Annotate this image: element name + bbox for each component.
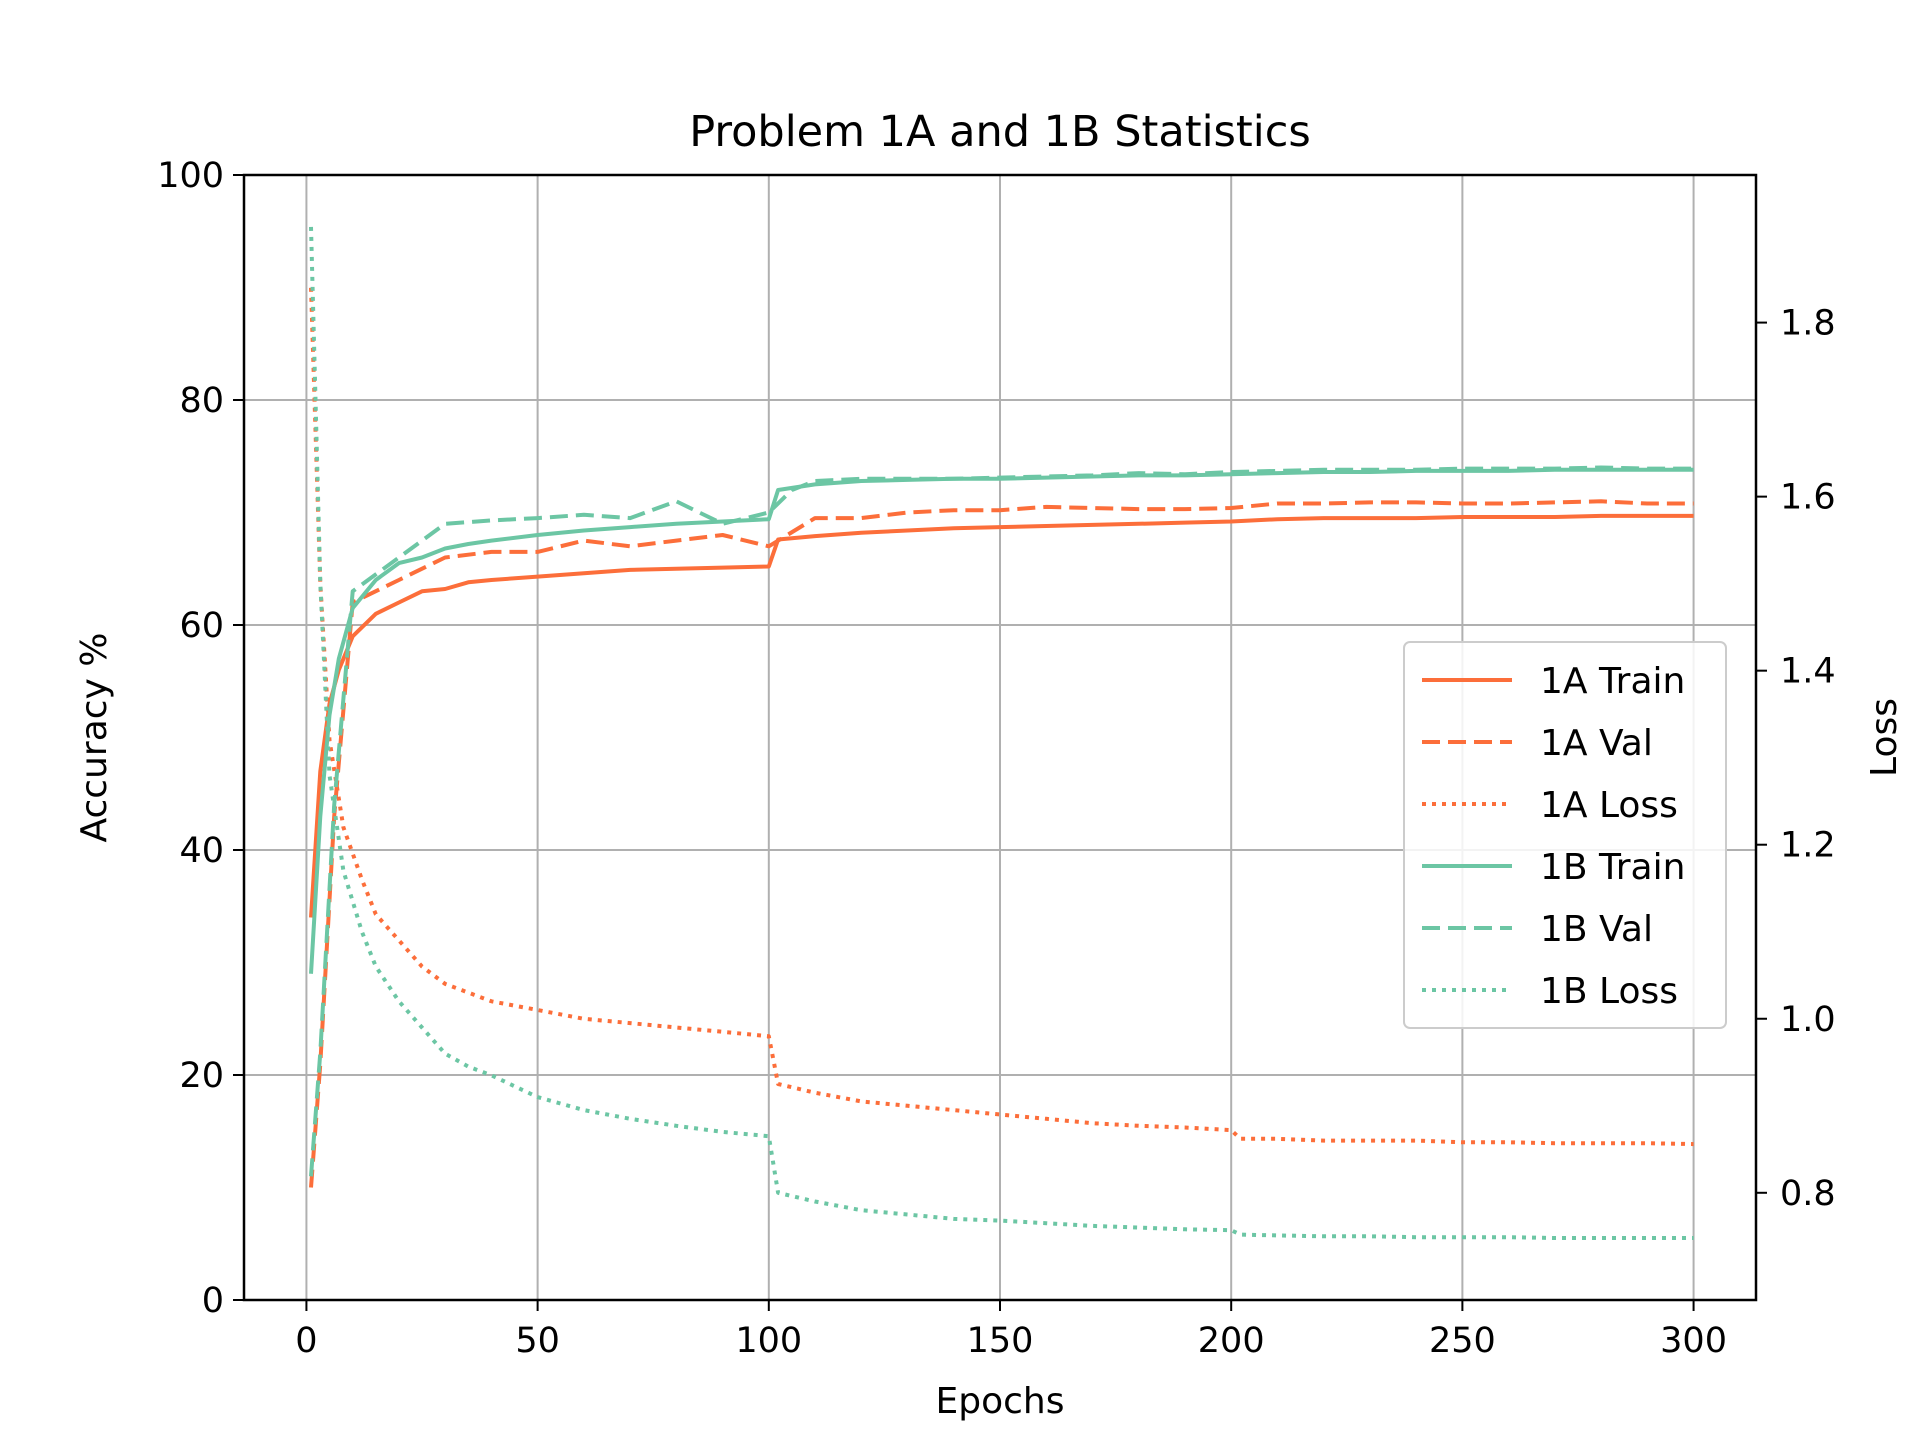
legend-label: 1A Loss xyxy=(1540,785,1678,826)
legend-label: 1B Loss xyxy=(1540,971,1678,1012)
legend-label: 1B Val xyxy=(1540,909,1653,950)
chart-title: Problem 1A and 1B Statistics xyxy=(689,107,1311,157)
y2-axis-label: Loss xyxy=(1864,698,1905,777)
x-tick-label: 0 xyxy=(295,1321,317,1361)
series-line-1a-loss xyxy=(309,287,1694,1147)
y2-tick-label: 1.6 xyxy=(1780,478,1836,518)
plot-lines xyxy=(309,226,1694,1240)
y-tick-label: 100 xyxy=(157,156,224,196)
series-line-1a-train xyxy=(309,513,1694,918)
series-line-1b-train xyxy=(309,467,1694,974)
y2-tick-label: 1.0 xyxy=(1780,1000,1836,1040)
legend-label: 1A Train xyxy=(1540,661,1685,702)
series-line-1b-val xyxy=(309,465,1694,1177)
y2-tick-label: 1.4 xyxy=(1780,652,1836,692)
y-tick-label: 20 xyxy=(179,1056,224,1096)
x-tick-label: 100 xyxy=(735,1321,802,1361)
x-tick-label: 250 xyxy=(1429,1321,1496,1361)
y2-tick-label: 1.2 xyxy=(1780,826,1836,866)
series-line-1a-val xyxy=(309,499,1694,1188)
legend-label: 1B Train xyxy=(1540,847,1685,888)
x-tick-label: 300 xyxy=(1660,1321,1727,1361)
legend: 1A Train 1A Val 1A Loss 1B Train 1B Val 1B Lo… xyxy=(1403,641,1727,1029)
x-tick-label: 150 xyxy=(967,1321,1034,1361)
y-tick-label: 60 xyxy=(179,606,224,646)
x-tick-label: 50 xyxy=(515,1321,560,1361)
x-tick-label: 200 xyxy=(1198,1321,1265,1361)
y-axis-left: 0 20 40 60 80 100 xyxy=(157,156,244,1321)
x-axis: 0 50 100 150 200 250 300 xyxy=(295,1300,1727,1361)
x-axis-label: Epochs xyxy=(936,1381,1065,1422)
legend-label: 1A Val xyxy=(1540,723,1653,764)
y2-tick-label: 0.8 xyxy=(1780,1174,1836,1214)
y-tick-label: 40 xyxy=(179,831,224,871)
y-axis-label: Accuracy % xyxy=(74,632,115,842)
y-tick-label: 0 xyxy=(202,1281,224,1321)
y-tick-label: 80 xyxy=(179,381,224,421)
legend-box xyxy=(1403,641,1727,1029)
y2-tick-label: 1.8 xyxy=(1780,304,1836,344)
y-axis-right: 0.8 1.0 1.2 1.4 1.6 1.8 xyxy=(1756,304,1836,1214)
